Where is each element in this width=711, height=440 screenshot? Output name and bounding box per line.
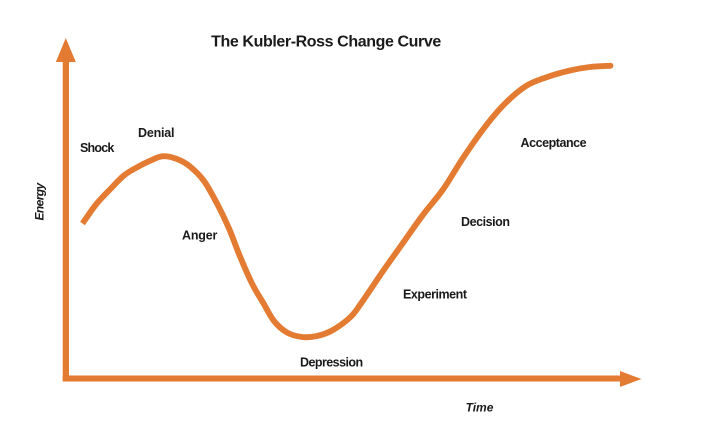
svg-text:Depression: Depression	[300, 356, 363, 370]
svg-text:Time: Time	[466, 401, 494, 415]
svg-text:Experiment: Experiment	[403, 288, 468, 302]
svg-text:Shock: Shock	[80, 141, 114, 155]
svg-text:Acceptance: Acceptance	[521, 136, 587, 150]
svg-text:Anger: Anger	[182, 229, 217, 243]
svg-text:The Kubler-Ross Change Curve: The Kubler-Ross Change Curve	[211, 34, 441, 51]
svg-text:Decision: Decision	[461, 215, 510, 229]
svg-text:Denial: Denial	[138, 126, 174, 140]
svg-text:Energy: Energy	[32, 181, 46, 220]
